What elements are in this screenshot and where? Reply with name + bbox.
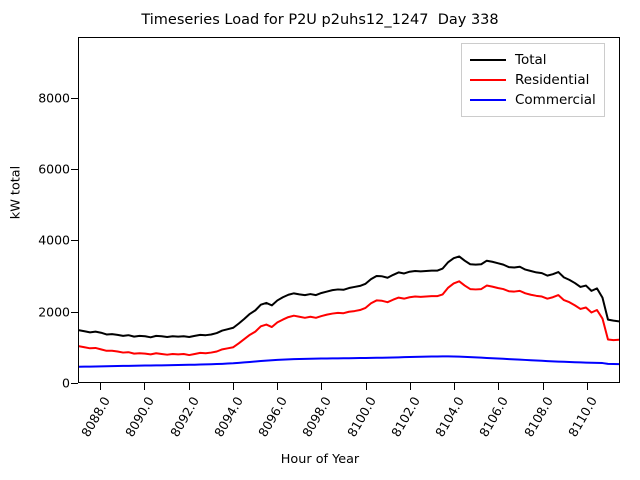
x-axis-tick-label: 8104.0 — [432, 394, 468, 440]
x-axis-tick-label: 8100.0 — [343, 394, 379, 440]
x-axis-tick-mark — [409, 383, 411, 390]
x-axis-tick-label: 8106.0 — [476, 394, 512, 440]
legend-item-residential: Residential — [470, 70, 596, 90]
x-axis-tick-mark — [144, 383, 146, 390]
y-axis-tick-mark — [71, 383, 78, 384]
x-axis-tick-label: 8096.0 — [255, 394, 291, 440]
legend-item-total: Total — [470, 50, 596, 70]
series-line-residential — [79, 281, 619, 355]
x-axis-tick-mark — [188, 383, 190, 390]
legend-swatch-commercial — [470, 99, 506, 101]
y-axis-tick-label: 4000 — [38, 232, 70, 248]
x-axis-tick-label: 8102.0 — [387, 394, 423, 440]
series-lines — [79, 38, 619, 382]
x-axis-tick-label: 8098.0 — [299, 394, 335, 440]
x-axis-tick-mark — [454, 383, 456, 390]
x-axis-tick-mark — [365, 383, 367, 390]
series-line-total — [79, 256, 619, 337]
series-line-commercial — [79, 356, 619, 366]
y-axis-tick-label: 0 — [62, 375, 70, 391]
y-axis-tick-mark — [71, 168, 78, 170]
legend-swatch-residential — [470, 79, 506, 81]
y-axis-tick-mark — [71, 97, 78, 99]
legend-label-total: Total — [515, 52, 547, 68]
x-axis-tick-mark — [232, 383, 234, 390]
chart-title: Timeseries Load for P2U p2uhs12_1247 Day… — [141, 12, 499, 28]
y-axis-tick-labels: 0 2000 4000 6000 8000 — [0, 0, 70, 480]
y-axis-tick-label: 8000 — [38, 90, 70, 106]
x-axis-tick-mark — [100, 383, 102, 390]
legend-label-commercial: Commercial — [515, 92, 596, 108]
x-axis-tick-mark — [277, 383, 279, 390]
x-axis-label: Hour of Year — [280, 452, 360, 467]
x-axis-tick-mark — [542, 383, 544, 390]
y-axis-tick-label: 2000 — [38, 304, 70, 320]
legend-swatch-total — [470, 59, 506, 61]
x-axis-tick-mark — [498, 383, 500, 390]
y-axis-tick-mark — [71, 311, 78, 313]
x-axis-tick-mark — [586, 383, 588, 390]
y-axis-tick-label: 6000 — [38, 161, 70, 177]
x-axis-tick-mark — [321, 383, 323, 390]
x-axis-tick-label: 8094.0 — [210, 394, 246, 440]
x-axis-tick-label: 8090.0 — [122, 394, 158, 440]
legend-item-commercial: Commercial — [470, 90, 596, 110]
x-axis-tick-label: 8088.0 — [78, 394, 114, 440]
x-axis-tick-label: 8108.0 — [520, 394, 556, 440]
legend: Total Residential Commercial — [461, 43, 605, 117]
legend-label-residential: Residential — [515, 72, 590, 88]
y-axis-tick-mark — [71, 240, 78, 242]
x-axis-tick-label: 8110.0 — [564, 394, 600, 440]
x-axis-tick-label: 8092.0 — [166, 394, 202, 440]
